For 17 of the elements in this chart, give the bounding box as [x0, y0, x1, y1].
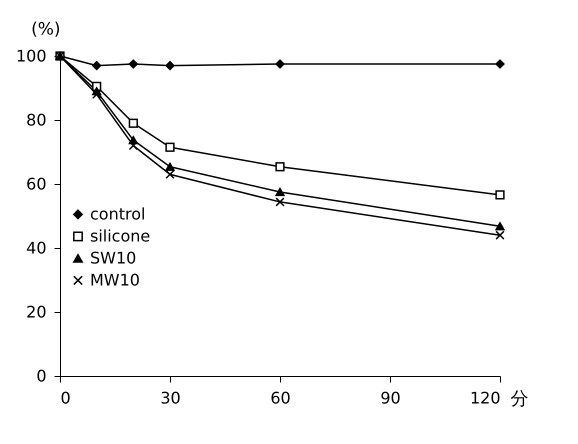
legend-label: MW10: [90, 270, 140, 290]
legend-label: SW10: [90, 248, 136, 268]
y-tick-label: 60: [26, 174, 46, 194]
x-axis-title: 分: [510, 388, 528, 410]
y-tick-label: 100: [16, 46, 46, 66]
x-tick-label: 90: [380, 388, 401, 408]
y-tick-label: 40: [26, 238, 46, 258]
y-tick-label: 0: [36, 366, 46, 386]
x-tick-label: 60: [270, 388, 291, 408]
x-tick-label: 0: [60, 388, 71, 408]
legend-label: silicone: [90, 226, 150, 246]
x-tick-label: 30: [160, 388, 181, 408]
legend-label: control: [90, 204, 146, 224]
y-axis-title: (%): [31, 20, 60, 40]
y-tick-label: 80: [26, 110, 46, 130]
y-tick-label: 20: [26, 302, 46, 322]
x-tick-label: 120: [470, 388, 500, 408]
